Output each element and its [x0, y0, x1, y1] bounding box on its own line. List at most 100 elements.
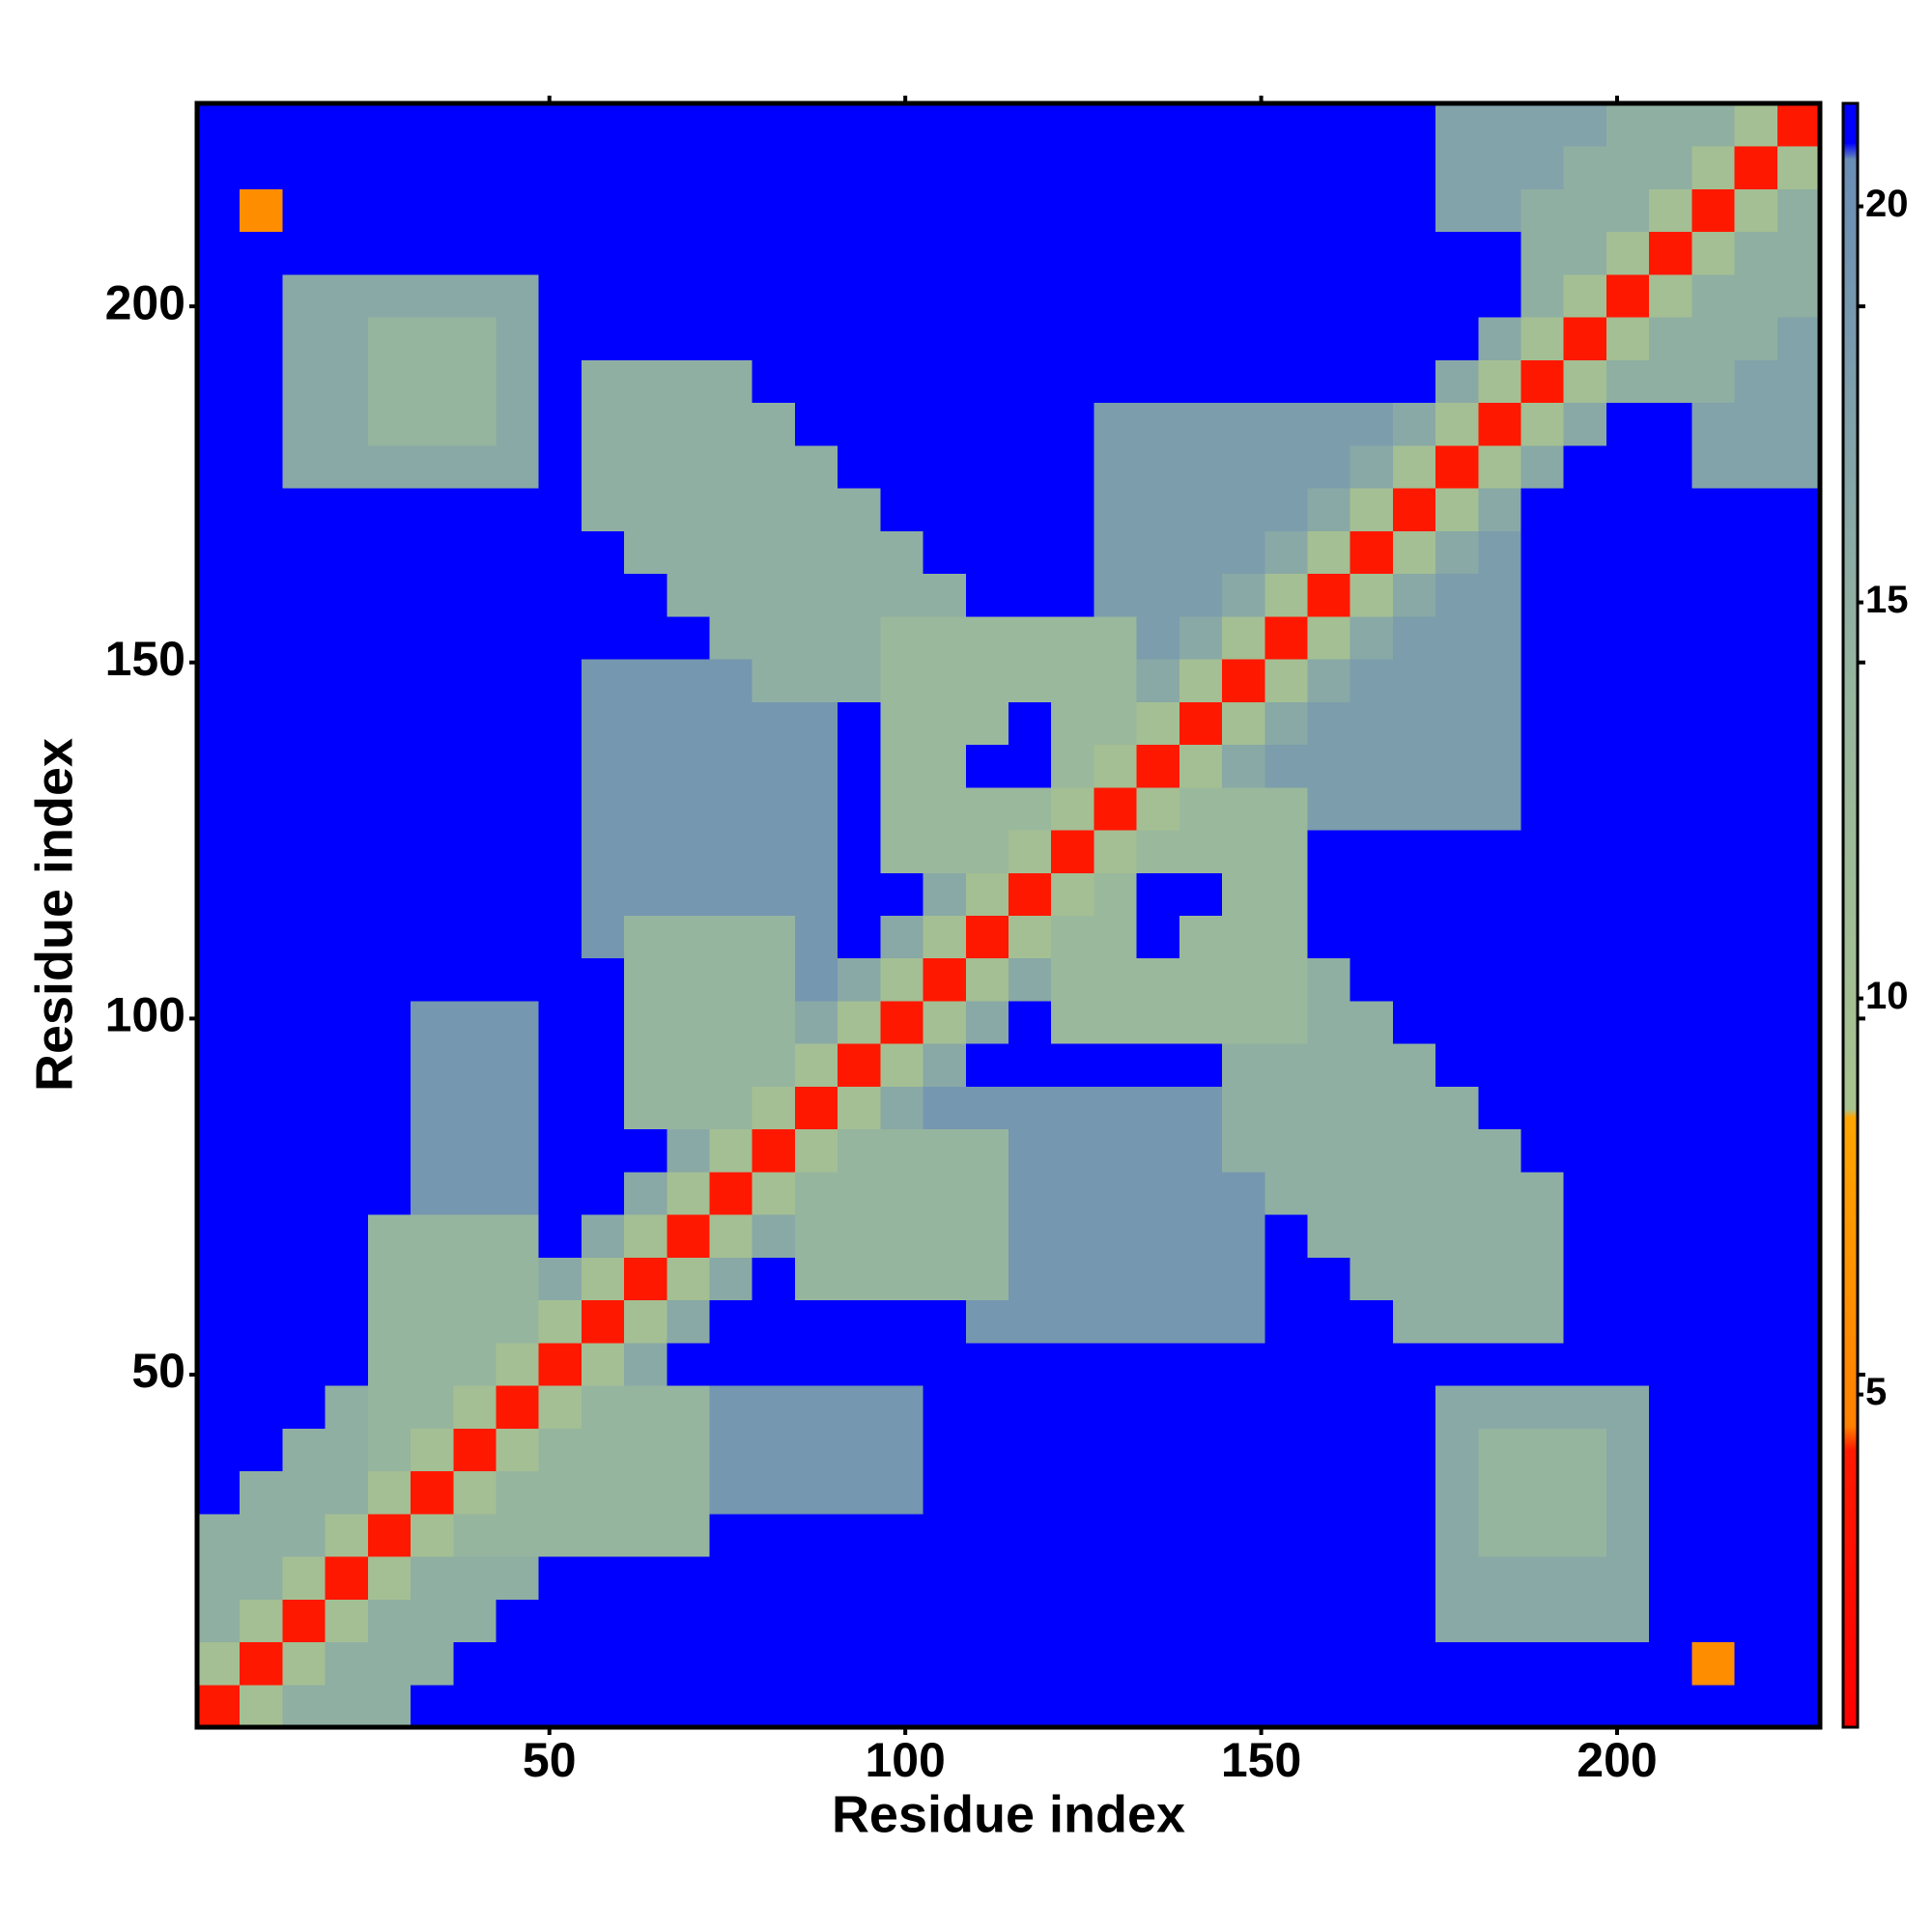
heatmap-cell	[1691, 1043, 1736, 1087]
heatmap-cell	[1478, 1171, 1522, 1215]
heatmap-cell	[411, 1000, 454, 1044]
heatmap-cell	[838, 701, 881, 746]
heatmap-cell	[965, 1086, 1009, 1130]
heatmap-cell	[1307, 103, 1351, 147]
heatmap-cell	[1136, 1000, 1180, 1044]
heatmap-cell	[496, 1128, 540, 1173]
heatmap-cell	[1649, 1000, 1692, 1044]
heatmap-cell	[1051, 1428, 1094, 1472]
heatmap-cell	[197, 615, 241, 660]
heatmap-cell	[1136, 872, 1180, 916]
heatmap-cell	[581, 1128, 625, 1173]
heatmap-cell	[367, 915, 412, 959]
heatmap-cell	[1222, 1342, 1265, 1386]
heatmap-cell	[1350, 231, 1394, 275]
heatmap-cell	[1350, 359, 1394, 404]
heatmap-cell	[1435, 402, 1479, 446]
heatmap-cell	[1563, 1128, 1607, 1173]
heatmap-cells	[197, 103, 1821, 1728]
heatmap-cell	[411, 786, 454, 831]
heatmap-cell	[794, 103, 838, 147]
heatmap-cell	[838, 872, 881, 916]
heatmap-cell	[1734, 273, 1778, 318]
heatmap-cell	[1563, 1000, 1607, 1044]
heatmap-cell	[1094, 1428, 1138, 1472]
heatmap-cell	[667, 1513, 711, 1557]
heatmap-cell	[1136, 359, 1180, 404]
heatmap-cell	[411, 615, 454, 660]
heatmap-cell	[496, 957, 540, 1002]
heatmap-cell	[1691, 1000, 1736, 1044]
heatmap-cell	[1307, 1385, 1351, 1429]
heatmap-cell	[197, 146, 241, 189]
heatmap-cell	[1009, 615, 1052, 660]
heatmap-cell	[1051, 701, 1094, 746]
heatmap-cell	[538, 1684, 582, 1728]
heatmap-cell	[1605, 1257, 1650, 1301]
heatmap-cell	[1222, 359, 1265, 404]
heatmap-cell	[1691, 1684, 1736, 1728]
heatmap-cell	[240, 444, 283, 489]
heatmap-cell	[1734, 488, 1778, 531]
colorbar-tick-label: 20	[1865, 183, 1909, 225]
heatmap-cell	[240, 1299, 283, 1344]
heatmap-cell	[1392, 1257, 1436, 1301]
heatmap-cell	[880, 444, 924, 489]
heatmap-cell	[367, 1342, 412, 1386]
heatmap-cell	[325, 1128, 369, 1173]
heatmap-cell	[1222, 1257, 1265, 1301]
heatmap-cell	[1009, 231, 1052, 275]
heatmap-cell	[1009, 1599, 1052, 1643]
heatmap-cell	[1009, 1299, 1052, 1344]
heatmap-cell	[1520, 659, 1565, 702]
heatmap-cell	[1094, 1556, 1138, 1600]
heatmap-cell	[965, 1299, 1009, 1344]
heatmap-cell	[1179, 1684, 1223, 1728]
heatmap-cell	[282, 915, 327, 959]
heatmap-cell	[794, 488, 838, 531]
heatmap-cell	[1350, 1641, 1394, 1686]
heatmap-cell	[411, 744, 454, 788]
heatmap-cell	[282, 1385, 327, 1429]
heatmap-cell	[1009, 915, 1052, 959]
heatmap-cell	[1478, 1299, 1522, 1344]
heatmap-cell	[1649, 701, 1692, 746]
heatmap-cell	[1392, 1556, 1436, 1600]
heatmap-cell	[1136, 573, 1180, 617]
heatmap-cell	[1520, 359, 1565, 404]
heatmap-cell	[1392, 1684, 1436, 1728]
heatmap-cell	[1520, 530, 1565, 575]
heatmap-cell	[1009, 103, 1052, 147]
heatmap-cell	[282, 359, 327, 404]
heatmap-cell	[496, 1257, 540, 1301]
heatmap-cell	[1520, 1171, 1565, 1215]
heatmap-cell	[1734, 659, 1778, 702]
heatmap-cell	[197, 659, 241, 702]
heatmap-cell	[581, 402, 625, 446]
heatmap-cell	[1179, 915, 1223, 959]
heatmap-cell	[1435, 1599, 1479, 1643]
heatmap-cell	[1051, 1599, 1094, 1643]
plot-border	[194, 100, 1823, 1730]
heatmap-cell	[709, 1257, 753, 1301]
heatmap-cell	[240, 402, 283, 446]
heatmap-cell	[1179, 488, 1223, 531]
heatmap-cell	[667, 1428, 711, 1472]
heatmap-cell	[1350, 146, 1394, 189]
heatmap-cell	[923, 830, 967, 873]
heatmap-cell	[1392, 957, 1436, 1002]
heatmap-cell	[1179, 1470, 1223, 1515]
heatmap-cell	[965, 146, 1009, 189]
heatmap-cell	[794, 1043, 838, 1087]
heatmap-cell	[496, 1385, 540, 1429]
heatmap-cell	[624, 188, 668, 233]
heatmap-cell	[965, 786, 1009, 831]
heatmap-cell	[367, 1000, 412, 1044]
heatmap-cell	[1222, 1556, 1265, 1600]
heatmap-cell	[581, 1043, 625, 1087]
heatmap-cell	[1563, 359, 1607, 404]
heatmap-cell	[624, 1599, 668, 1643]
heatmap-cell	[1136, 1128, 1180, 1173]
heatmap-cell	[1563, 957, 1607, 1002]
heatmap-cell	[838, 615, 881, 660]
